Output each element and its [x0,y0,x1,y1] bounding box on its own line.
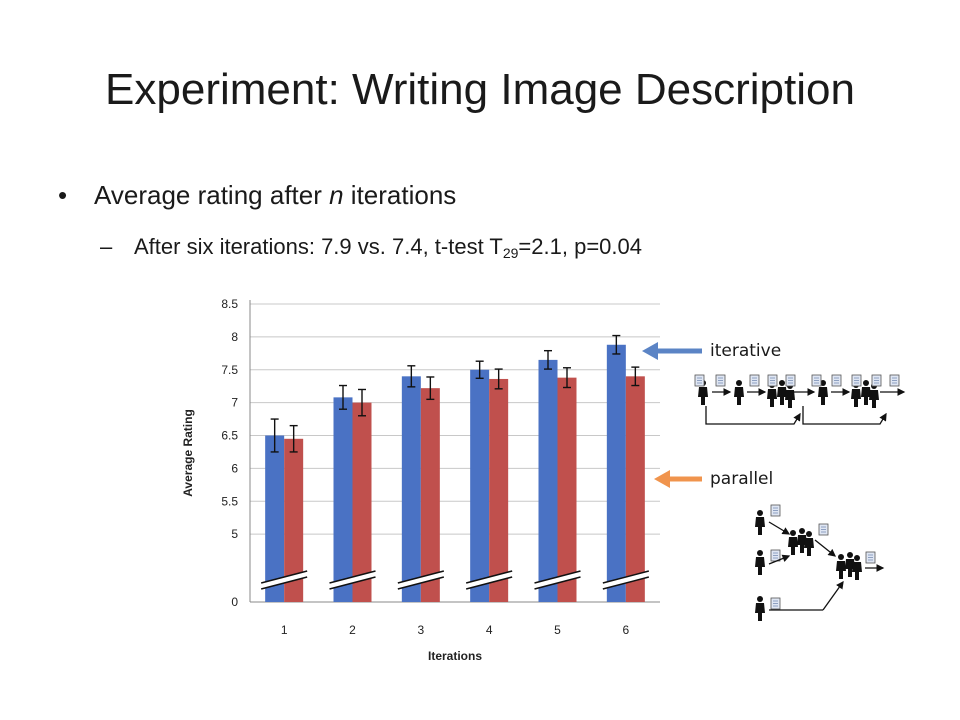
image-doc-icon [749,374,760,387]
worker-person-icon [755,510,765,535]
image-doc-icon [851,374,900,387]
bar-iterative [538,359,558,602]
image-doc-icon [770,597,781,610]
image-doc-icon [818,523,829,536]
axis-break-gap [261,571,308,589]
image-doc-icon [811,374,842,387]
sub-bullet-text-pre: After six iterations: 7.9 vs. 7.4, t-tes… [134,234,503,259]
axis-break-gap [466,571,513,589]
axis-break-gap [329,571,376,589]
bar-parallel [557,377,577,602]
bar-iterative [401,376,421,602]
bullet-text-pre: Average rating after [94,180,330,210]
y-tick-label: 8 [231,330,238,344]
parallel-arrow-icon [654,470,702,488]
y-tick-label: 5.5 [221,494,238,508]
bullet-text-n: n [329,180,344,210]
axis-break-mark [602,570,650,584]
voters-group-icon [788,528,814,556]
iterative-label: iterative [710,341,782,361]
x-tick-label: 1 [281,623,288,637]
sub-bullet-text-post: =2.1, p=0.04 [518,234,642,259]
voters-group-icon [836,552,862,580]
axis-break-gap [534,571,581,589]
y-tick-label: 0 [231,595,238,609]
sub-bullet-text: After six iterations: 7.9 vs. 7.4, t-tes… [134,232,642,268]
x-tick-label: 3 [417,623,424,637]
axis-break-mark [329,576,376,590]
sub-bullet-subscript: 29 [502,245,519,261]
parallel-label: parallel [710,469,774,489]
worker-person-icon [755,550,765,575]
x-tick-label: 2 [349,623,356,637]
axis-break-mark [397,576,445,590]
iterative-workflow-diagram [694,374,906,425]
image-doc-icon [865,551,876,564]
bullet-dot: • [58,180,68,210]
bar-iterative [265,435,285,602]
bullet-text-post: iterations [343,180,457,210]
bar-parallel [284,438,304,602]
y-tick-label: 7 [231,396,238,410]
axis-break-mark [534,570,581,584]
slide-title: Experiment: Writing Image Description [105,65,855,114]
x-axis-title: Iterations [428,649,482,663]
bar-parallel [489,378,509,602]
y-tick-label: 8.5 [221,297,238,311]
x-tick-label: 4 [486,623,493,637]
axis-break-gap [397,571,444,589]
axis-break-mark [397,570,445,584]
axis-break-mark [602,576,650,590]
y-tick-label: 6 [231,461,238,475]
bar-iterative [606,344,626,602]
average-rating-bar-chart: 0 5 5.5 6 6.5 7 7.5 8 8.5 Average Rating Iteration… [181,297,660,663]
bar-iterative [333,397,353,602]
iterative-arrow-icon [642,342,702,360]
bar-parallel [420,388,440,602]
bar-iterative [470,369,490,602]
sub-bullet-dash: – [100,234,113,259]
y-tick-label: 7.5 [221,363,238,377]
axis-break-mark [534,576,581,590]
bullet-text: Average rating after n iterations [94,178,456,212]
y-tick-label: 6.5 [221,429,238,443]
image-doc-icon [694,374,726,387]
y-tick-label: 5 [231,527,238,541]
bar-parallel [352,402,372,602]
x-tick-label: 6 [622,623,629,637]
axis-break-mark [260,576,308,590]
worker-person-icon [755,596,765,621]
axis-break-mark [465,570,513,584]
image-doc-icon [770,504,781,517]
axis-break-gap [602,571,649,589]
bar-parallel [625,376,645,602]
legend-arrows [642,342,702,488]
worker-person-icon [734,380,744,405]
image-doc-icon [770,549,781,562]
x-tick-label: 5 [554,623,561,637]
axis-break-mark [329,570,376,584]
y-axis-title: Average Rating [181,409,195,497]
axis-break-mark [465,576,513,590]
parallel-workflow-diagram [755,504,885,621]
axis-break-mark [260,570,308,584]
